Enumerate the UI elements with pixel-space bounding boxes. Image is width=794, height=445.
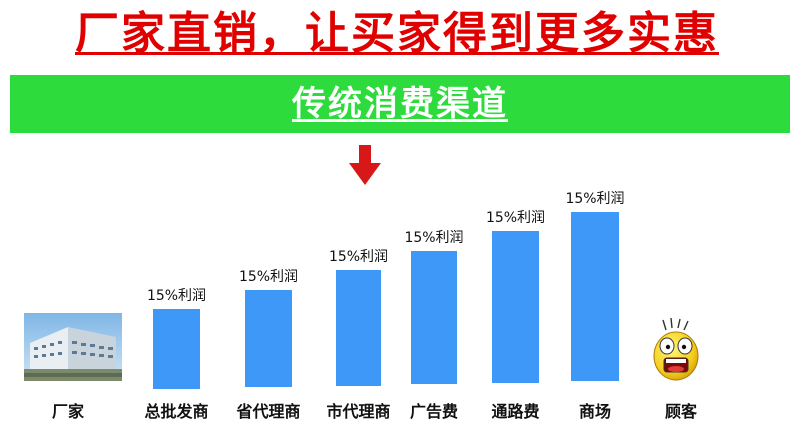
factory-label: 厂家 <box>51 402 84 421</box>
category-label: 通路费 <box>491 402 540 421</box>
channel-banner: 传统消费渠道 <box>10 75 790 133</box>
bar-data-label: 15%利润 <box>565 191 625 207</box>
bar-2 <box>245 290 292 387</box>
category-label: 总批发商 <box>144 402 209 421</box>
category-label: 商场 <box>578 402 611 421</box>
bar-data-label: 15%利润 <box>404 230 464 246</box>
bar-data-label: 15%利润 <box>485 210 546 226</box>
consumer-label: 顾客 <box>664 402 697 421</box>
bar-data-label: 15%利润 <box>238 269 299 285</box>
bar-6 <box>571 212 619 381</box>
bar-data-label: 15%利润 <box>328 249 389 265</box>
headline: 厂家直销，让买家得到更多实惠 <box>75 8 719 59</box>
factory-building-image <box>24 313 122 381</box>
category-label: 市代理商 <box>326 402 391 421</box>
bar-4 <box>411 251 457 384</box>
bar-1 <box>153 309 200 389</box>
bar-5 <box>492 231 539 383</box>
category-label: 省代理商 <box>236 402 301 421</box>
bar-3 <box>336 270 381 386</box>
bar-data-label: 15%利润 <box>146 288 207 304</box>
shocked-face-icon <box>653 318 699 381</box>
banner-label: 传统消费渠道 <box>292 84 508 124</box>
category-label: 广告费 <box>409 402 458 421</box>
arrow-down-icon <box>349 145 381 185</box>
